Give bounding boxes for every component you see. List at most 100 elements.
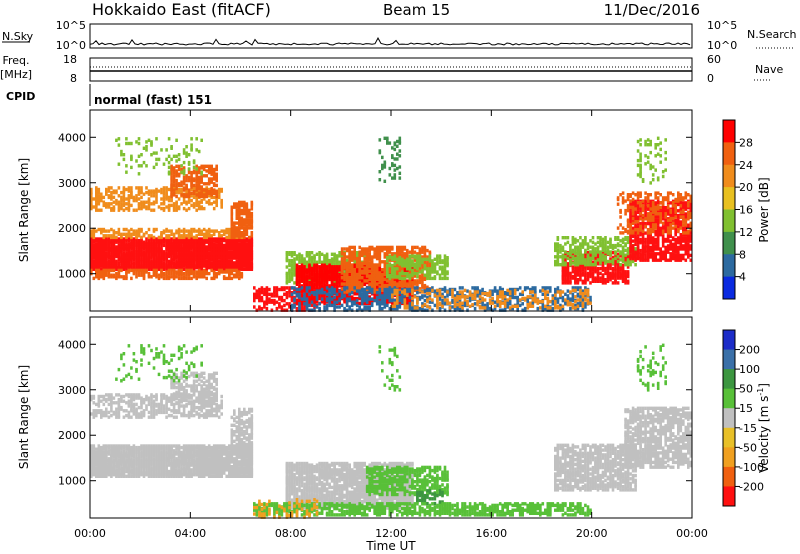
data-cell (248, 211, 251, 216)
data-cell (363, 298, 366, 303)
data-cell (142, 240, 146, 244)
data-cell (172, 186, 176, 190)
data-cell (245, 242, 249, 246)
data-cell (518, 286, 522, 290)
data-cell (140, 153, 143, 157)
data-cell (185, 178, 188, 183)
data-cell (313, 260, 316, 264)
data-cell (451, 305, 454, 309)
data-cell (391, 282, 394, 286)
data-cell (305, 295, 309, 299)
data-cell (290, 303, 294, 308)
data-cell (132, 195, 136, 200)
data-cell (358, 294, 361, 298)
data-cell (230, 271, 234, 276)
data-cell (508, 298, 512, 303)
data-cell (230, 226, 234, 230)
data-cell (308, 263, 311, 267)
data-cell (222, 275, 226, 279)
data-cell (185, 183, 188, 188)
data-cell (310, 298, 314, 302)
data-cell (343, 290, 346, 294)
data-cell (446, 294, 449, 298)
data-cell (190, 143, 193, 147)
data-cell (413, 286, 417, 290)
data-cell (100, 262, 103, 267)
data-cell (115, 189, 118, 193)
data-cell (212, 275, 216, 279)
data-cell (140, 262, 143, 267)
data-cell (325, 284, 329, 288)
data-cell (355, 256, 359, 261)
data-cell (343, 258, 346, 262)
data-cell (471, 286, 474, 290)
data-cell (421, 268, 424, 273)
data-cell (295, 292, 299, 296)
data-cell (263, 287, 266, 292)
data-cell (391, 252, 394, 256)
data-cell (481, 303, 484, 308)
data-cell (125, 206, 128, 211)
data-cell (360, 247, 364, 251)
data-cell (195, 180, 198, 184)
data-cell (386, 291, 389, 295)
data-cell (132, 208, 136, 212)
data-cell (353, 256, 356, 261)
data-cell (378, 300, 382, 304)
data-cell (177, 157, 181, 162)
data-cell (318, 257, 321, 261)
data-cell (388, 273, 392, 277)
nsky-panel: N.Sky 10^5 10^0 10^5 10^0 N.Search (2, 19, 797, 52)
data-cell (130, 189, 133, 193)
data-cell (197, 149, 201, 154)
data-cell (328, 287, 331, 292)
data-cell (325, 281, 329, 285)
data-cell (202, 227, 206, 232)
data-cell (353, 300, 356, 304)
data-cell (92, 235, 96, 240)
data-cell (130, 154, 133, 158)
data-cell (172, 177, 176, 181)
data-cell (167, 259, 171, 263)
data-cell (293, 257, 296, 261)
freq-tick-bottom: 8 (70, 72, 77, 85)
data-cell (355, 272, 359, 277)
data-cell (403, 276, 407, 281)
data-cell (238, 258, 241, 262)
data-cell (386, 303, 389, 308)
data-cell (90, 190, 93, 195)
data-cell (398, 303, 402, 308)
data-cell (350, 256, 354, 261)
data-cell (170, 182, 173, 186)
data-cell (137, 164, 141, 168)
data-cell (406, 248, 409, 253)
data-cell (305, 303, 309, 308)
data-cell (345, 261, 349, 266)
cpid-row: CPID normal (fast) 151 (6, 84, 212, 107)
data-cell (220, 187, 223, 192)
data-cell (358, 280, 361, 285)
data-cell (235, 229, 239, 233)
data-cell (391, 279, 394, 283)
data-cell (117, 143, 121, 147)
data-cell (360, 269, 364, 273)
data-cell (117, 271, 121, 276)
data-cell (205, 194, 208, 199)
data-cell (195, 270, 198, 274)
data-cell (135, 271, 138, 276)
data-cell (285, 276, 289, 280)
data-cell (145, 148, 148, 152)
data-cell (448, 292, 452, 296)
data-cell (338, 273, 341, 277)
data-cell (443, 268, 447, 273)
data-cell (295, 287, 299, 292)
data-cell (122, 202, 126, 206)
data-cell (295, 257, 299, 261)
data-cell (360, 261, 364, 266)
data-cell (383, 291, 387, 295)
data-cell (473, 286, 477, 290)
data-cell (92, 259, 96, 263)
data-cell (132, 266, 136, 270)
data-cell (155, 197, 158, 201)
data-cell (278, 302, 281, 306)
